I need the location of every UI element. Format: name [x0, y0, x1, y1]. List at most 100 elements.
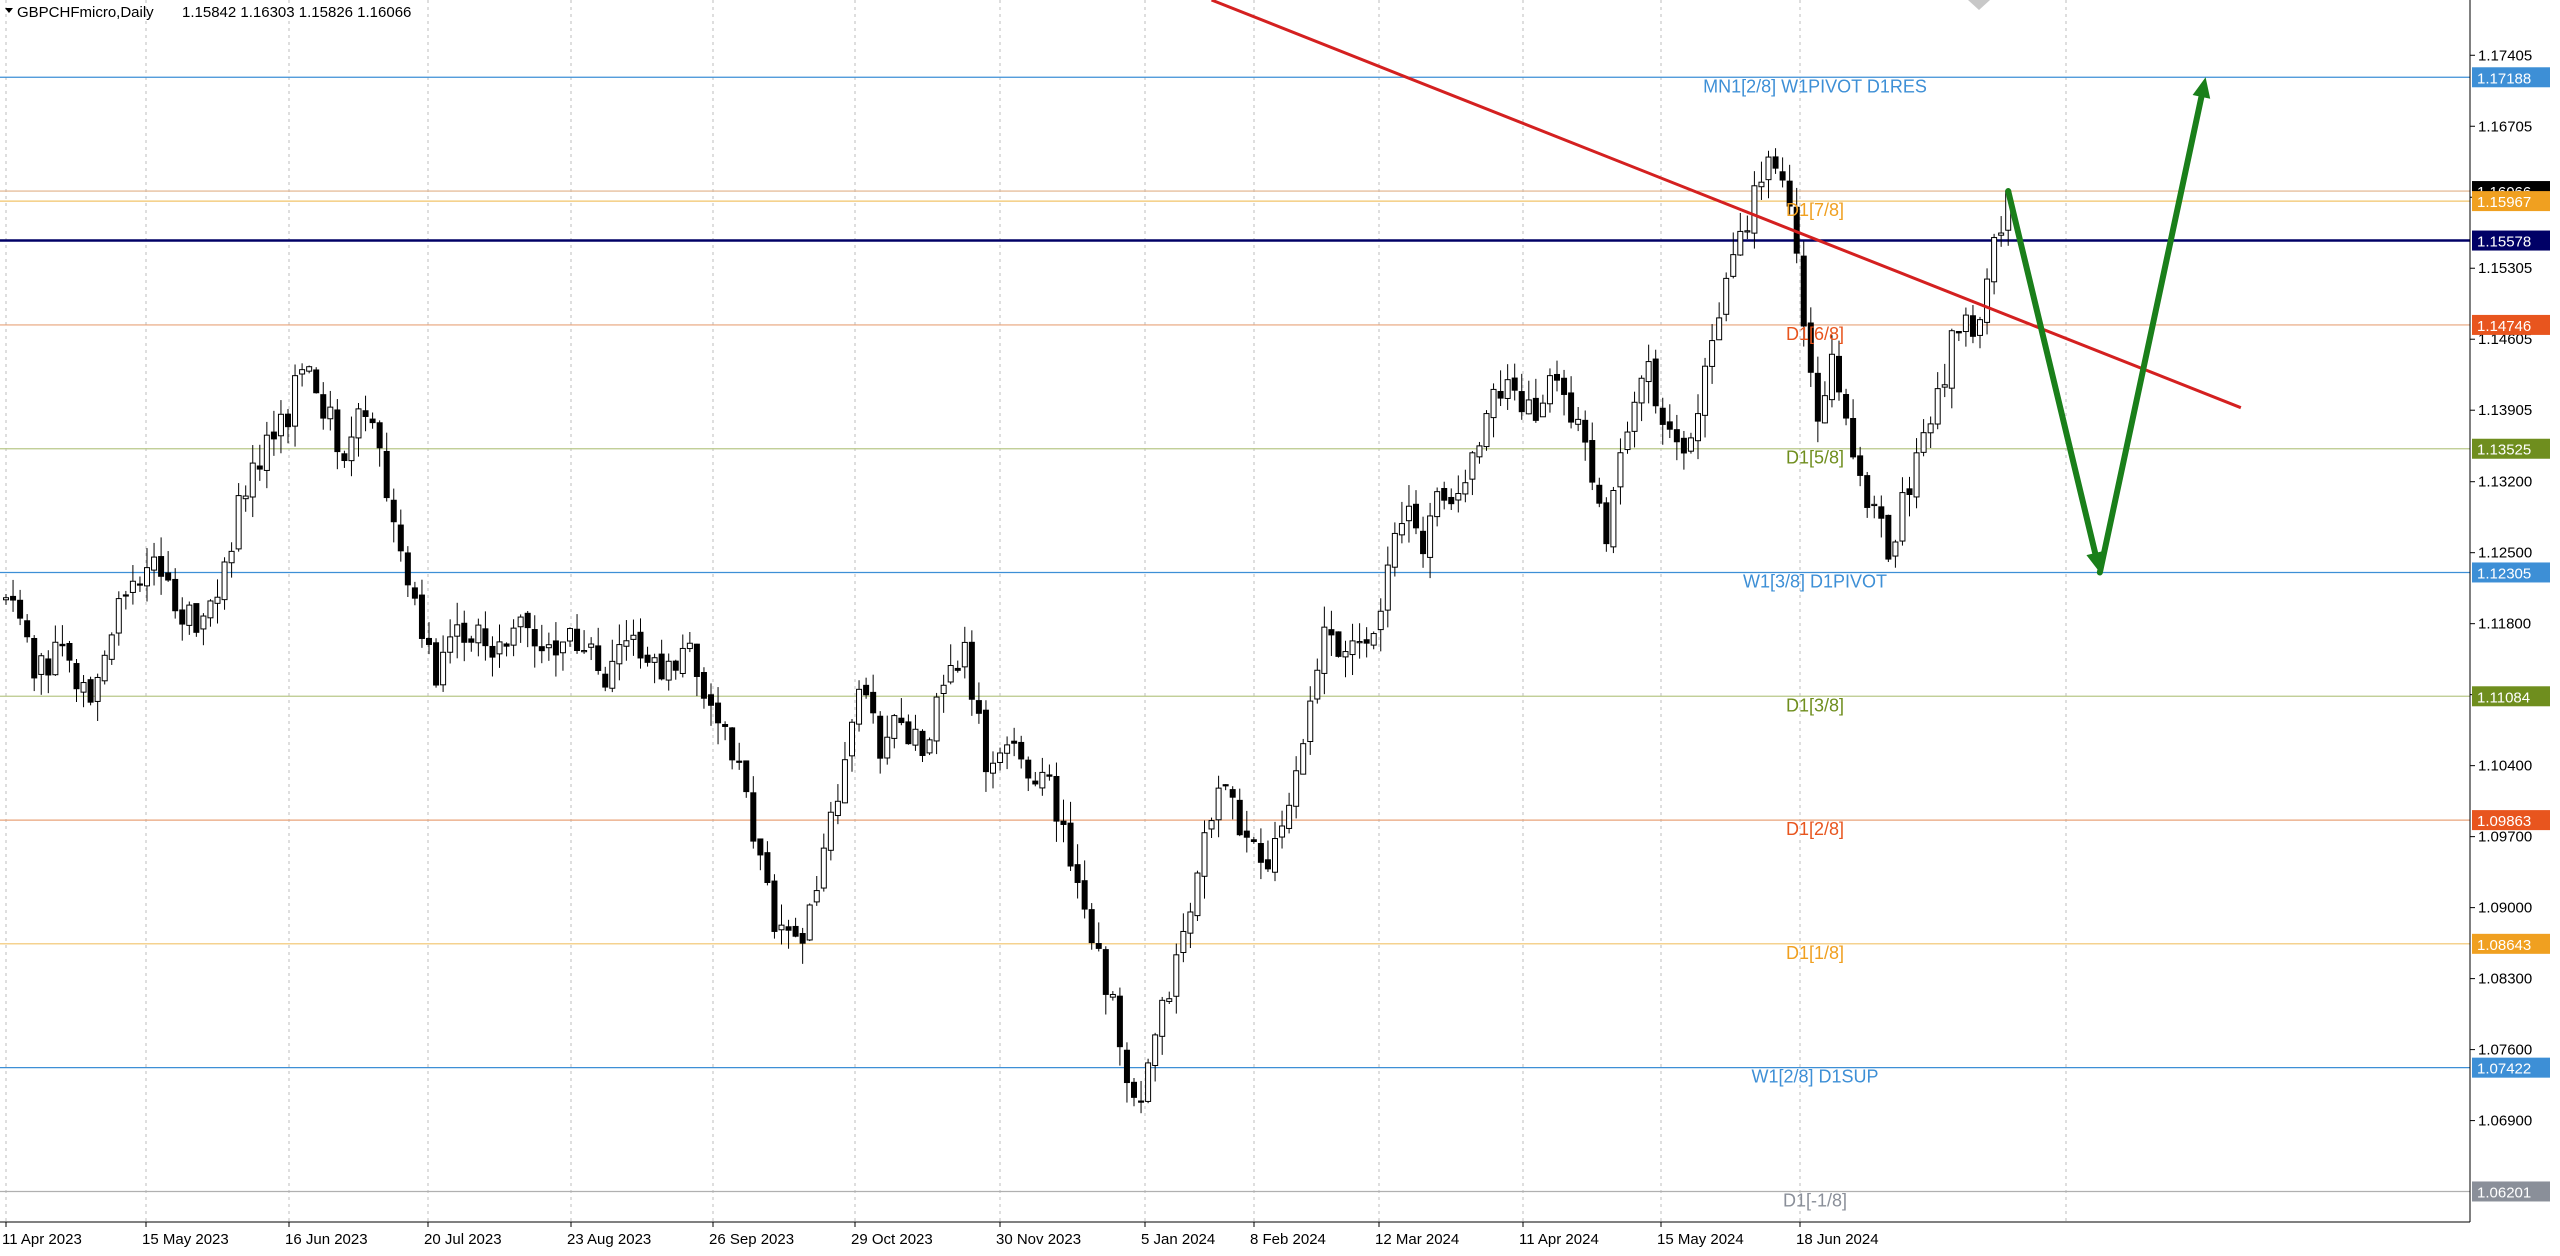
candle[interactable]: [207, 599, 214, 627]
candle[interactable]: [1948, 328, 1955, 409]
candle[interactable]: [397, 509, 404, 562]
candle[interactable]: [1716, 302, 1723, 341]
candle[interactable]: [144, 548, 150, 602]
candle[interactable]: [1554, 360, 1560, 392]
candle[interactable]: [151, 542, 158, 586]
candle[interactable]: [1730, 232, 1737, 279]
candle[interactable]: [1645, 344, 1652, 404]
candle[interactable]: [1631, 391, 1638, 448]
candle[interactable]: [24, 614, 31, 643]
candle[interactable]: [376, 420, 383, 467]
candle[interactable]: [658, 639, 665, 681]
candle[interactable]: [1892, 539, 1899, 568]
candle[interactable]: [820, 833, 827, 892]
candle[interactable]: [1441, 481, 1448, 510]
candle[interactable]: [722, 721, 729, 741]
candle[interactable]: [1469, 451, 1476, 496]
candle[interactable]: [1166, 991, 1173, 1004]
candle[interactable]: [418, 579, 425, 648]
candle[interactable]: [1927, 416, 1934, 449]
symbol-label[interactable]: GBPCHFmicro,Daily: [17, 4, 154, 21]
candle[interactable]: [1095, 922, 1102, 952]
candle[interactable]: [59, 625, 66, 657]
candle[interactable]: [1335, 631, 1342, 658]
candle[interactable]: [101, 650, 108, 685]
candle[interactable]: [334, 399, 341, 470]
candle[interactable]: [609, 639, 616, 693]
candle[interactable]: [249, 445, 256, 518]
candle[interactable]: [559, 641, 566, 671]
candle[interactable]: [475, 618, 482, 657]
candle[interactable]: [1483, 410, 1490, 451]
candle[interactable]: [1814, 356, 1821, 443]
candle[interactable]: [856, 680, 863, 732]
candle[interactable]: [1624, 421, 1631, 454]
candle[interactable]: [440, 635, 447, 692]
candle[interactable]: [1659, 397, 1666, 445]
candle[interactable]: [757, 838, 764, 871]
candle[interactable]: [1476, 441, 1483, 464]
candle[interactable]: [1561, 369, 1568, 416]
candle[interactable]: [1998, 216, 2005, 247]
candle[interactable]: [524, 611, 531, 648]
candle[interactable]: [1596, 477, 1603, 508]
candle[interactable]: [1370, 631, 1377, 650]
candle[interactable]: [919, 729, 926, 762]
candle[interactable]: [355, 403, 362, 457]
candle[interactable]: [1518, 373, 1525, 420]
candle[interactable]: [1279, 810, 1286, 849]
candle[interactable]: [404, 546, 411, 598]
candle[interactable]: [975, 682, 982, 724]
candle[interactable]: [1039, 757, 1046, 796]
candle[interactable]: [1377, 598, 1384, 652]
candle[interactable]: [1448, 488, 1455, 510]
candle[interactable]: [1878, 495, 1885, 538]
candle[interactable]: [31, 635, 38, 692]
candle[interactable]: [567, 627, 573, 647]
candle[interactable]: [1187, 902, 1194, 949]
candle[interactable]: [369, 412, 376, 429]
candle[interactable]: [827, 801, 834, 861]
candle[interactable]: [1821, 381, 1828, 424]
candle[interactable]: [1152, 1032, 1159, 1082]
candle[interactable]: [552, 622, 559, 677]
candle[interactable]: [1060, 799, 1067, 843]
candle[interactable]: [1885, 514, 1892, 563]
candle[interactable]: [1088, 903, 1095, 950]
candle[interactable]: [1462, 469, 1469, 503]
candle[interactable]: [1229, 786, 1236, 820]
candle[interactable]: [905, 714, 912, 745]
candle[interactable]: [968, 630, 975, 716]
candle[interactable]: [341, 450, 348, 468]
candle[interactable]: [1497, 370, 1504, 407]
candle[interactable]: [426, 622, 432, 655]
resistance-trendline[interactable]: [1210, 0, 2242, 410]
candle[interactable]: [1434, 487, 1441, 527]
candle[interactable]: [933, 692, 940, 755]
candle[interactable]: [1702, 357, 1709, 438]
candle[interactable]: [1081, 860, 1088, 919]
candle[interactable]: [1568, 376, 1575, 429]
candle[interactable]: [743, 760, 750, 798]
candle[interactable]: [834, 784, 841, 825]
candle[interactable]: [235, 483, 242, 552]
candle[interactable]: [1546, 368, 1553, 413]
candle[interactable]: [1116, 987, 1123, 1066]
candle[interactable]: [1920, 419, 1927, 457]
candle[interactable]: [616, 624, 623, 681]
candle[interactable]: [313, 367, 320, 394]
candle[interactable]: [630, 619, 637, 656]
candle[interactable]: [38, 652, 45, 695]
candle[interactable]: [1272, 821, 1278, 882]
candle[interactable]: [595, 627, 602, 675]
candle[interactable]: [87, 676, 94, 706]
candle[interactable]: [1504, 364, 1511, 410]
forecast-arrows[interactable]: [2005, 77, 2211, 576]
candle[interactable]: [1652, 349, 1659, 414]
candle[interactable]: [736, 742, 743, 770]
symbol-dropdown-icon[interactable]: [5, 8, 13, 13]
candle[interactable]: [884, 715, 891, 765]
candle[interactable]: [292, 364, 299, 447]
